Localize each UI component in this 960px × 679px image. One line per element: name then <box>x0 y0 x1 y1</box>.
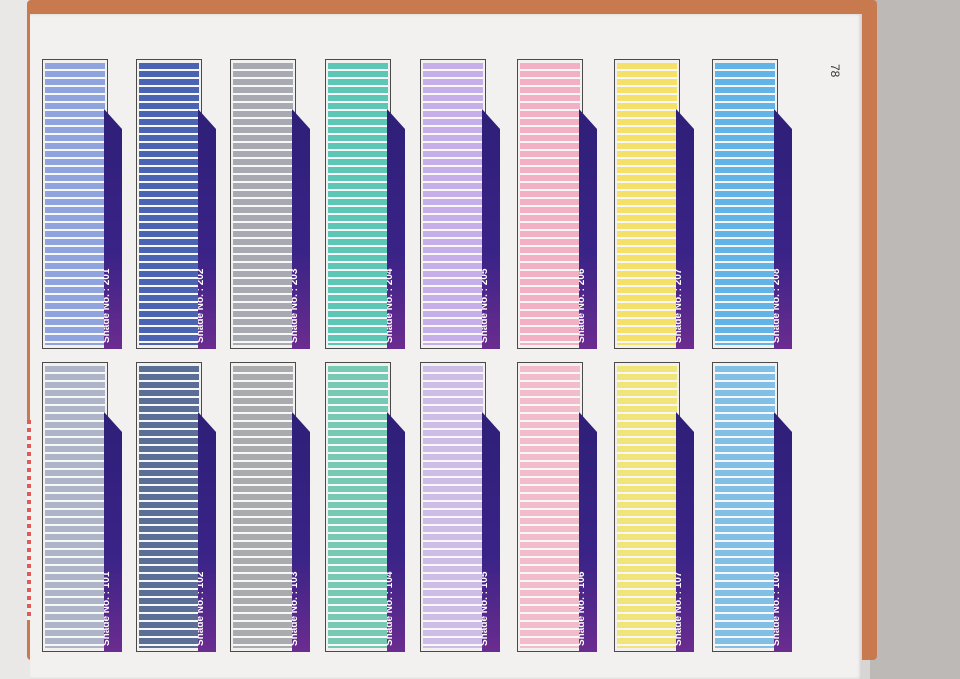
fabric-swatch <box>517 59 583 349</box>
fabric-swatch <box>420 59 486 349</box>
stripe-pattern <box>520 63 580 345</box>
page-number: 78 <box>828 64 842 78</box>
stripe-pattern <box>328 63 388 345</box>
shade-tag: Shade No. : 108 <box>774 412 792 652</box>
shade-swatch-card: Shade No. : 103 <box>230 362 310 652</box>
stripe-pattern <box>45 63 105 345</box>
shade-tag: Shade No. : 204 <box>387 109 405 349</box>
shade-tag: Shade No. : 107 <box>676 412 694 652</box>
stripe-pattern <box>45 366 105 648</box>
stripe-pattern <box>328 366 388 648</box>
shade-tag: Shade No. : 101 <box>104 412 122 652</box>
catalog-page: 78 Shade No. : 201 Shade No. : 202 Shade N… <box>30 14 862 679</box>
fabric-swatch <box>712 362 778 652</box>
shade-tag: Shade No. : 202 <box>198 109 216 349</box>
shade-tag: Shade No. : 105 <box>482 412 500 652</box>
stripe-pattern <box>139 63 199 345</box>
fabric-swatch <box>42 59 108 349</box>
shade-swatch-card: Shade No. : 105 <box>420 362 500 652</box>
shade-swatch-card: Shade No. : 206 <box>517 59 597 349</box>
stripe-pattern <box>233 63 293 345</box>
stripe-pattern <box>617 63 677 345</box>
stripe-pattern <box>139 366 199 648</box>
fabric-swatch <box>614 59 680 349</box>
fabric-swatch <box>712 59 778 349</box>
shade-swatch-card: Shade No. : 204 <box>325 59 405 349</box>
shade-tag: Shade No. : 102 <box>198 412 216 652</box>
shade-tag: Shade No. : 201 <box>104 109 122 349</box>
stripe-pattern <box>423 366 483 648</box>
stripe-pattern <box>423 63 483 345</box>
shade-swatch-card: Shade No. : 205 <box>420 59 500 349</box>
stripe-pattern <box>715 366 775 648</box>
fabric-swatch <box>42 362 108 652</box>
fabric-swatch <box>230 59 296 349</box>
shade-swatch-card: Shade No. : 108 <box>712 362 792 652</box>
shade-swatch-card: Shade No. : 202 <box>136 59 216 349</box>
fabric-swatch <box>136 362 202 652</box>
shade-tag: Shade No. : 106 <box>579 412 597 652</box>
shade-tag: Shade No. : 206 <box>579 109 597 349</box>
fabric-swatch <box>614 362 680 652</box>
shade-tag: Shade No. : 208 <box>774 109 792 349</box>
shade-swatch-card: Shade No. : 102 <box>136 362 216 652</box>
shade-swatch-card: Shade No. : 207 <box>614 59 694 349</box>
shade-tag: Shade No. : 103 <box>292 412 310 652</box>
shade-tag: Shade No. : 207 <box>676 109 694 349</box>
fabric-swatch <box>230 362 296 652</box>
stripe-pattern <box>617 366 677 648</box>
background-right <box>870 0 960 679</box>
shade-tag: Shade No. : 104 <box>387 412 405 652</box>
fabric-swatch <box>325 59 391 349</box>
fabric-swatch <box>420 362 486 652</box>
shade-swatch-card: Shade No. : 106 <box>517 362 597 652</box>
shade-swatch-card: Shade No. : 208 <box>712 59 792 349</box>
stripe-pattern <box>233 366 293 648</box>
shade-swatch-card: Shade No. : 107 <box>614 362 694 652</box>
shade-swatch-card: Shade No. : 104 <box>325 362 405 652</box>
fabric-swatch <box>325 362 391 652</box>
fabric-swatch <box>136 59 202 349</box>
shade-tag: Shade No. : 203 <box>292 109 310 349</box>
fabric-swatch <box>517 362 583 652</box>
previous-page-edge <box>27 420 31 620</box>
shade-swatch-card: Shade No. : 101 <box>42 362 122 652</box>
stripe-pattern <box>520 366 580 648</box>
shade-swatch-card: Shade No. : 201 <box>42 59 122 349</box>
background-left <box>0 0 30 679</box>
shade-swatch-card: Shade No. : 203 <box>230 59 310 349</box>
shade-tag: Shade No. : 205 <box>482 109 500 349</box>
stripe-pattern <box>715 63 775 345</box>
